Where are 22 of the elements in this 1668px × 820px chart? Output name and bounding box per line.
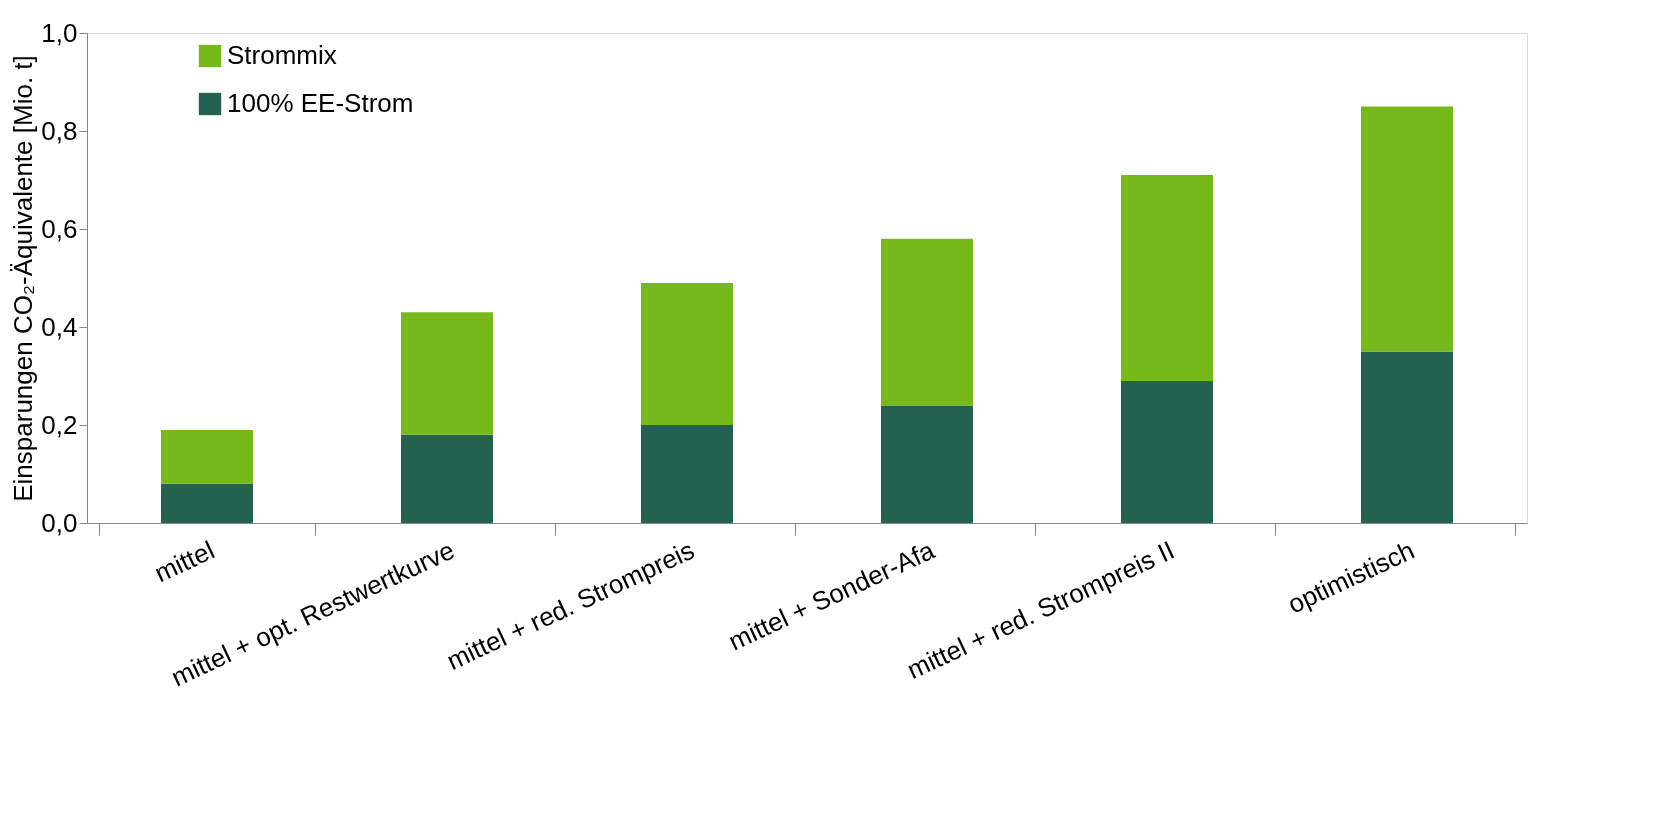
bar [641, 425, 733, 523]
legend-label: 100% EE-Strom [227, 88, 414, 118]
bar [1121, 380, 1213, 523]
y-tick-label: 0,6 [41, 213, 78, 244]
bar [1121, 175, 1213, 381]
y-tick-label: 0,8 [41, 115, 78, 146]
bar [881, 238, 973, 406]
y-axis-title: Einsparungen CO₂-Äquivalente [Mio. t] [8, 55, 39, 502]
bar [161, 483, 253, 523]
bar [881, 405, 973, 523]
y-tick-label: 0,4 [41, 311, 78, 342]
bar [401, 312, 493, 435]
x-tick-label: mittel [149, 534, 219, 589]
bar [161, 429, 253, 484]
y-tick-label: 0,0 [41, 507, 78, 538]
y-tick-label: 1,0 [41, 17, 78, 48]
bar [401, 434, 493, 523]
y-tick-label: 0,2 [41, 409, 78, 440]
bar [641, 282, 733, 425]
legend-label: Strommix [227, 40, 337, 70]
bar [1361, 106, 1453, 352]
bar [1361, 351, 1453, 523]
